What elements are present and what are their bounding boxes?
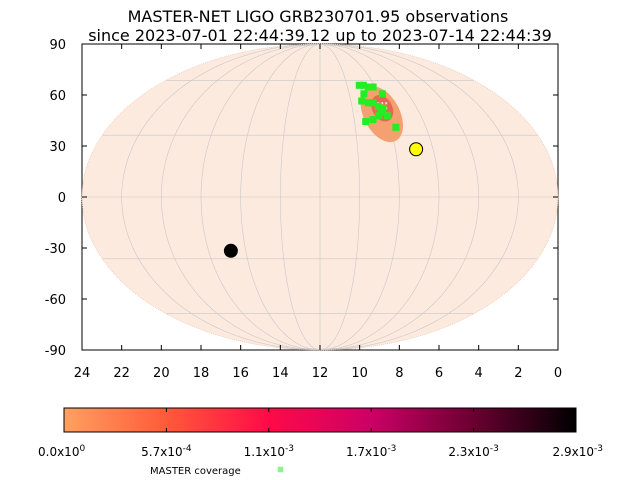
y-tick-label: 0: [58, 191, 66, 206]
coverage-point: [378, 90, 386, 98]
x-tick-label: 10: [351, 366, 368, 381]
coverage-point: [364, 83, 372, 91]
coverage-point: [360, 90, 368, 98]
x-tick-label: 22: [113, 366, 130, 381]
graticule: [82, 44, 558, 350]
colorbar-tick-label: 2.9x10-3: [553, 444, 603, 459]
coverage-point: [374, 102, 382, 110]
coverage-point: [369, 99, 377, 107]
y-tick-label: -60: [45, 293, 66, 308]
coverage-point: [364, 99, 372, 107]
colorbar-fill: [63, 407, 577, 433]
x-tick-label: 18: [193, 366, 210, 381]
y-tick-label: 90: [49, 38, 66, 53]
coverage-point: [369, 83, 377, 91]
coverage-point: [355, 81, 363, 89]
y-tick-label: 60: [49, 89, 66, 104]
x-tick-label: 16: [232, 366, 249, 381]
x-axis: 24 22 20 18 16 14 12 10 8 6 4 2 0: [74, 44, 562, 381]
x-tick-label: 24: [74, 366, 91, 381]
region-speckle: [381, 102, 384, 105]
x-tick-label: 20: [153, 366, 170, 381]
y-tick-label: -90: [45, 344, 66, 359]
celestial-bodies: [223, 142, 424, 258]
x-tick-label: 12: [312, 366, 329, 381]
coverage-point: [369, 116, 377, 124]
coverage-point: [362, 118, 370, 125]
legend-label: MASTER coverage: [150, 466, 241, 477]
colorbar-tick-label: 0.0x100: [38, 444, 85, 459]
sun-marker: [409, 142, 424, 157]
chart-subtitle: since 2023-07-01 22:44:39.12 up to 2023-…: [88, 26, 552, 45]
colorbar-tick-label: 5.7x10-4: [141, 444, 192, 459]
coverage-layer: [355, 81, 400, 131]
x-tick-label: 0: [554, 366, 562, 381]
coverage-point: [377, 108, 385, 116]
colorbar-tick-label: 2.3x10-3: [448, 444, 498, 459]
legend: MASTER coverage: [150, 466, 284, 477]
x-tick-label: 14: [272, 366, 289, 381]
coverage-point: [379, 104, 387, 112]
colorbar-tick-label: 1.1x10-3: [244, 444, 294, 459]
x-tick-label: 2: [514, 366, 522, 381]
coverage-point: [359, 81, 367, 89]
legend-swatch-coverage: [277, 466, 284, 473]
coverage-point: [358, 97, 366, 105]
colorbar: 0.0x100 5.7x10-4 1.1x10-3 1.7x10-3 2.3x10-3 2…: [38, 407, 603, 459]
coverage-point: [383, 112, 391, 120]
coverage-point: [392, 123, 400, 131]
region-speckle: [385, 102, 388, 105]
y-tick-label: 30: [49, 140, 66, 155]
moon-marker: [223, 243, 238, 258]
x-tick-label: 4: [475, 366, 483, 381]
coverage-point: [375, 112, 383, 120]
colorbar-ticks: 0.0x100 5.7x10-4 1.1x10-3 1.7x10-3 2.3x10-3 2…: [38, 408, 603, 459]
chart-title: MASTER-NET LIGO GRB230701.95 observation…: [128, 7, 509, 26]
x-tick-label: 8: [395, 366, 403, 381]
y-tick-label: -30: [45, 242, 66, 257]
y-axis: 90 60 30 0 -30 -60 -90: [45, 38, 558, 359]
colorbar-tick-label: 1.7x10-3: [346, 444, 396, 459]
x-tick-label: 6: [435, 366, 443, 381]
